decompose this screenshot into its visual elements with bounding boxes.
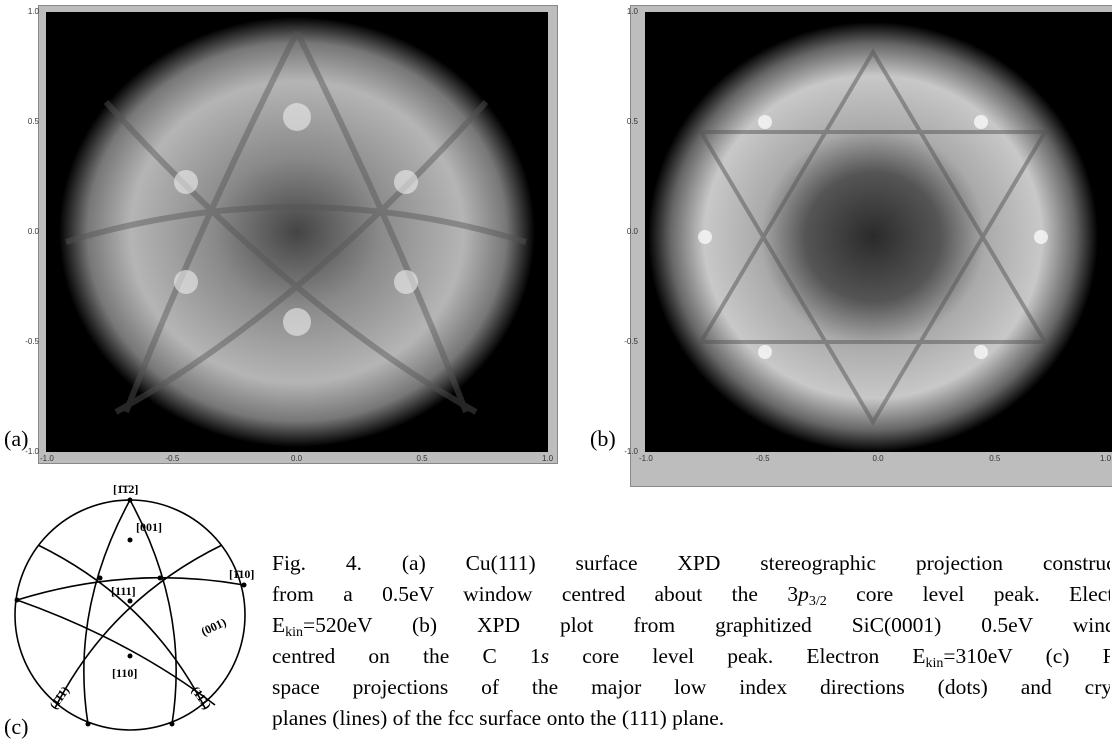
caption-text: p bbox=[798, 582, 809, 606]
caption-line: space projections of the major low index… bbox=[272, 672, 1110, 703]
caption-text: kin bbox=[926, 656, 944, 671]
y-tick-label: 0.0 bbox=[627, 227, 638, 236]
caption-line: centred on the C 1s core level peak. Ele… bbox=[272, 641, 1110, 672]
x-tick-label: 0.5 bbox=[417, 454, 428, 463]
projection-diagram: [1̄1̄2] [001] [1̄10] [111] (001) [110] (… bbox=[0, 478, 262, 742]
direction-label: [001] bbox=[136, 520, 162, 534]
y-tick-label: -0.5 bbox=[624, 337, 638, 346]
xpd-image-a bbox=[46, 12, 548, 452]
direction-label: [111] bbox=[111, 584, 136, 598]
figure-caption: Fig. 4. (a) Cu(111) surface XPD stereogr… bbox=[272, 548, 1110, 734]
caption-text: =310eV (c) Real bbox=[943, 644, 1110, 668]
plane-label: (111) bbox=[189, 684, 215, 712]
panel-label: (b) bbox=[590, 426, 616, 452]
caption-text: kin bbox=[285, 625, 303, 640]
caption-text: =520eV (b) XPD plot from graphitized SiC… bbox=[303, 613, 1110, 637]
x-tick-label: 0.5 bbox=[989, 454, 1000, 463]
xpd-pattern bbox=[645, 12, 1112, 452]
caption-line: planes (lines) of the fcc surface onto t… bbox=[272, 703, 1110, 734]
caption-line: Fig. 4. (a) Cu(111) surface XPD stereogr… bbox=[272, 548, 1110, 579]
direction-label: [110] bbox=[112, 666, 137, 680]
caption-text: from a 0.5eV window centred about the 3 bbox=[272, 582, 798, 606]
caption-text: planes (lines) of the fcc surface onto t… bbox=[272, 706, 724, 730]
y-tick-label: 1.0 bbox=[627, 7, 638, 16]
x-tick-label: -1.0 bbox=[40, 454, 54, 463]
y-tick-label: -1.0 bbox=[624, 447, 638, 456]
caption-text: s bbox=[541, 644, 549, 668]
y-tick-label: 0.0 bbox=[28, 227, 39, 236]
plane-label: (001) bbox=[199, 615, 228, 639]
plane-label: (1̄1̄1) bbox=[46, 684, 72, 712]
direction-label: [1̄1̄2] bbox=[113, 482, 138, 496]
caption-text: 3/2 bbox=[809, 594, 827, 609]
x-tick-label: 0.0 bbox=[291, 454, 302, 463]
x-tick-label: 1.0 bbox=[542, 454, 553, 463]
caption-line: Ekin=520eV (b) XPD plot from graphitized… bbox=[272, 610, 1110, 641]
x-tick-label: -0.5 bbox=[756, 454, 770, 463]
panel-label: (a) bbox=[4, 426, 28, 452]
page: -1.0-1.0-0.5-0.50.00.00.50.51.01.0-1.0-1… bbox=[0, 0, 1112, 742]
caption-text: core level peak. Electron bbox=[827, 582, 1110, 606]
y-tick-label: -0.5 bbox=[25, 337, 39, 346]
y-tick-label: 0.5 bbox=[28, 117, 39, 126]
caption-text: space projections of the major low index… bbox=[272, 675, 1110, 699]
xpd-image-b bbox=[645, 12, 1112, 452]
y-tick-label: 0.5 bbox=[627, 117, 638, 126]
x-tick-label: -1.0 bbox=[639, 454, 653, 463]
caption-text: core level peak. Electron E bbox=[549, 644, 925, 668]
caption-line: from a 0.5eV window centred about the 3p… bbox=[272, 579, 1110, 610]
caption-text: centred on the C 1 bbox=[272, 644, 541, 668]
x-tick-label: -0.5 bbox=[166, 454, 180, 463]
caption-text: E bbox=[272, 613, 285, 637]
xpd-pattern bbox=[46, 12, 548, 452]
y-tick-label: 1.0 bbox=[28, 7, 39, 16]
caption-text: Fig. 4. (a) Cu(111) surface XPD stereogr… bbox=[272, 551, 1110, 575]
x-tick-label: 0.0 bbox=[873, 454, 884, 463]
direction-label: [1̄10] bbox=[229, 567, 254, 581]
x-tick-label: 1.0 bbox=[1100, 454, 1111, 463]
